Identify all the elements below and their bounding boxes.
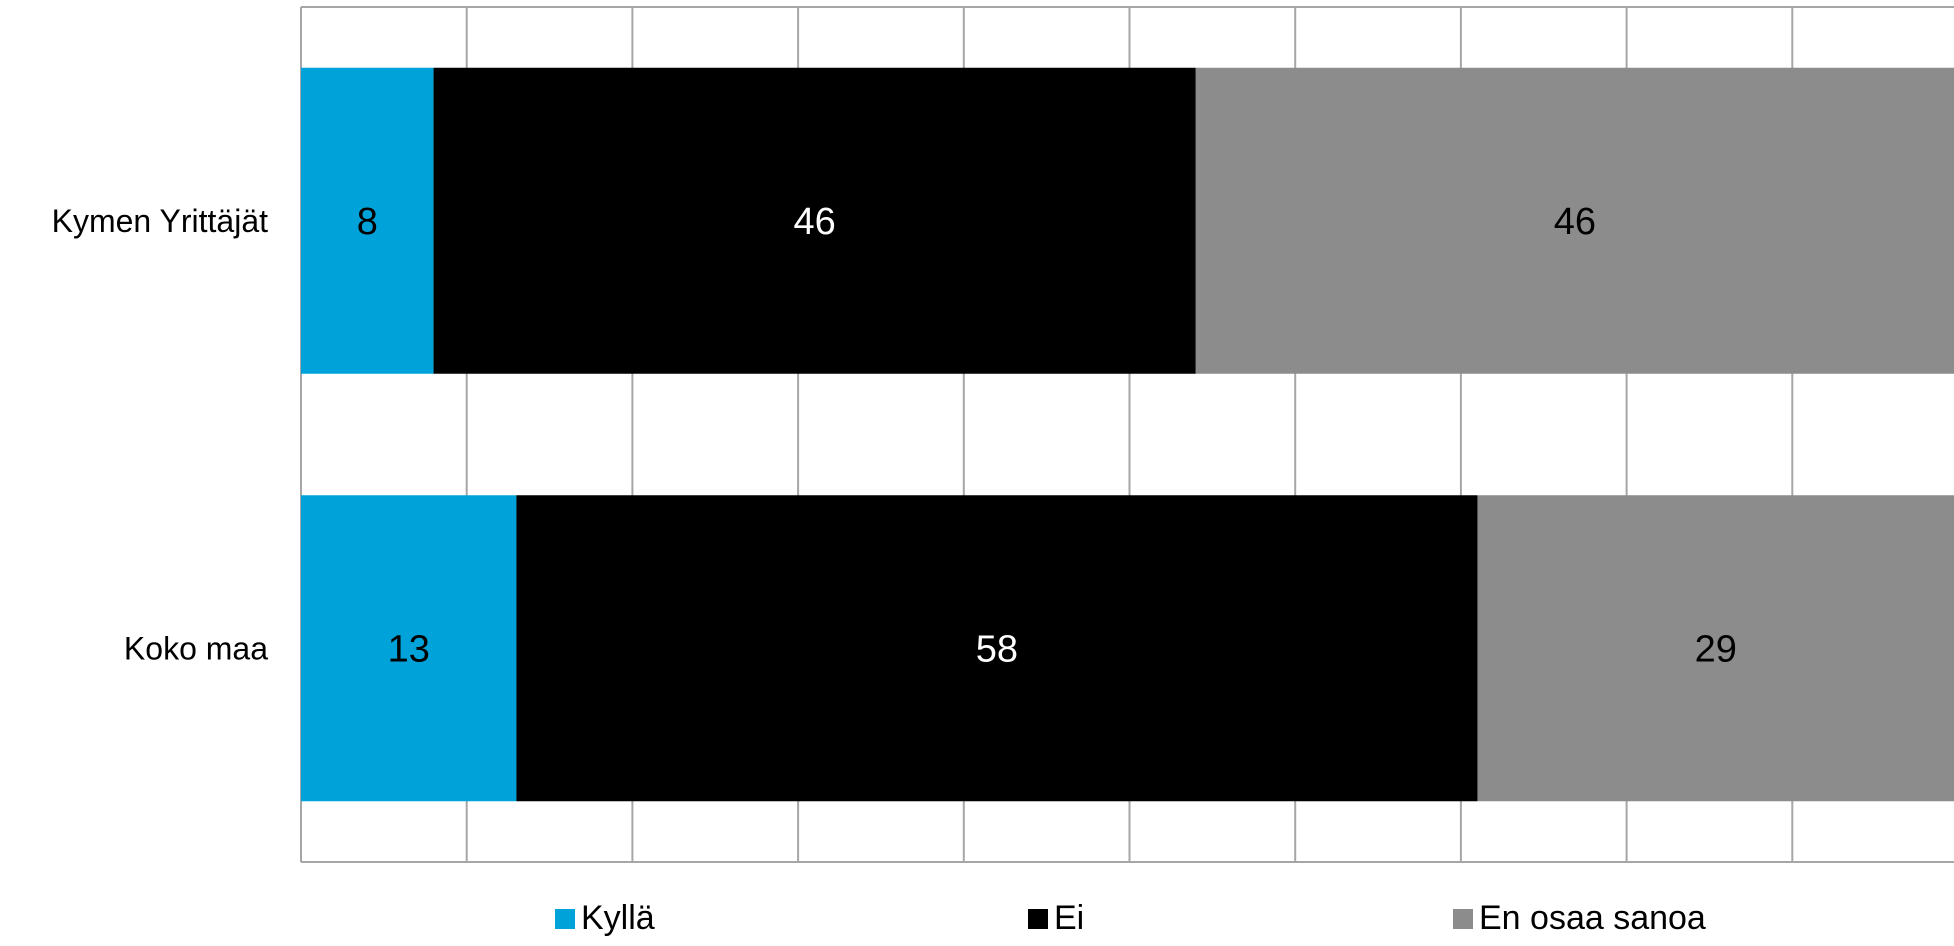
data-label: 8 [357,201,378,243]
legend: Kyllä Ei En osaa sanoa [555,899,1706,937]
data-label: 58 [976,628,1018,670]
legend-label: Kyllä [581,899,655,937]
legend-swatch [1028,909,1048,929]
bar-1-2 [1477,495,1954,802]
category-label: Koko maa [124,630,268,666]
data-label: 29 [1695,628,1737,670]
data-label: 13 [388,628,430,670]
legend-label: Ei [1054,899,1084,937]
legend-swatch [1453,909,1473,929]
bars: 8 46 46 13 58 29 [301,67,1954,802]
bar-0-2 [1195,67,1954,374]
legend-swatch [555,909,575,929]
category-labels: Kymen Yrittäjät Koko maa [52,203,269,667]
data-label: 46 [1554,201,1596,243]
data-label: 46 [794,201,836,243]
bar-1-0 [301,495,517,802]
bar-0-1 [433,67,1196,374]
bar-0-0 [301,67,434,374]
category-label: Kymen Yrittäjät [52,203,269,239]
bar-1-1 [516,495,1478,802]
legend-label: En osaa sanoa [1479,899,1706,937]
